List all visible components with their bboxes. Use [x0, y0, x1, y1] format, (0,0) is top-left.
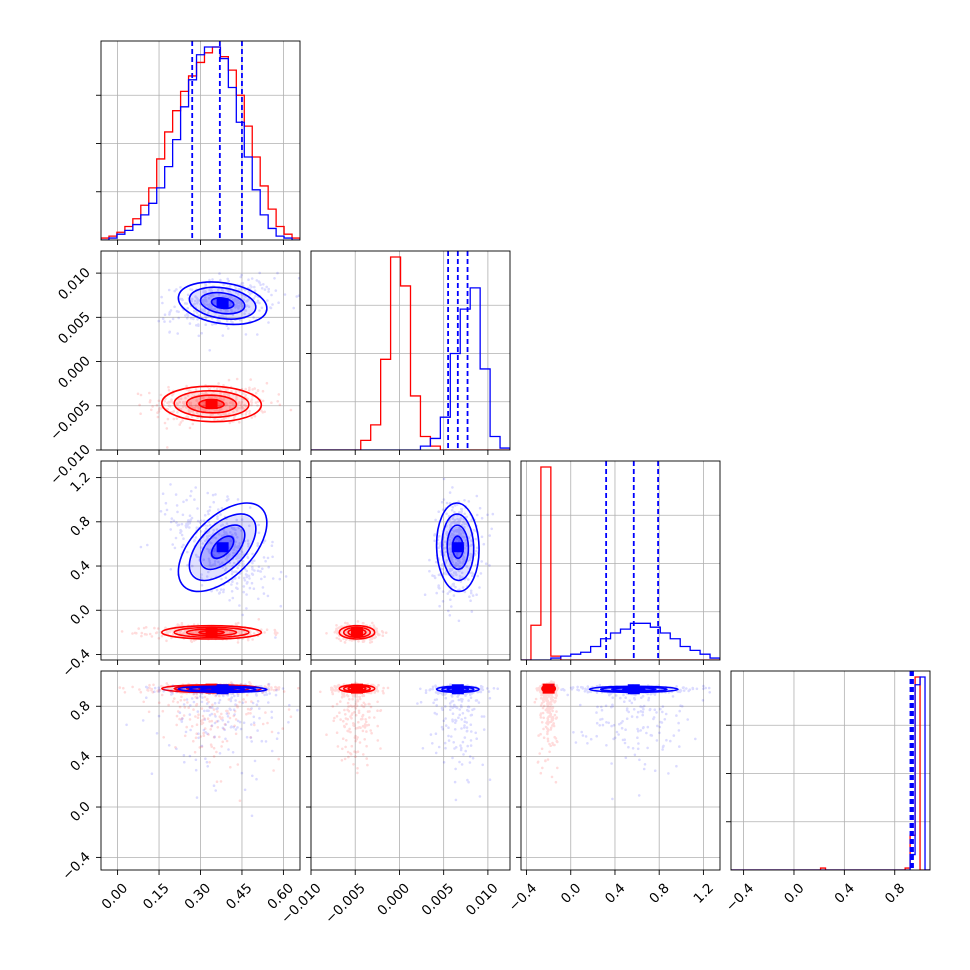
density-peak-red-3-2: [542, 683, 555, 694]
ytick-label-3-1: 0.0: [67, 799, 94, 826]
panel-frame-1-1: [310, 250, 511, 451]
ytick-label-3-0: −0.4: [59, 849, 93, 883]
contour-red-1-0-1: [185, 394, 238, 414]
scatter-red-3-0: [118, 681, 300, 802]
contour-blue-2-0-1: [199, 524, 246, 571]
ytick-label-3-2: 0.4: [67, 748, 94, 775]
panel-frame-3-1: [310, 670, 511, 871]
xtick-label-2-0: −0.4: [506, 880, 540, 914]
xtick-label-2-3: 0.8: [646, 880, 673, 907]
ytick-label-1-4: 0.010: [55, 265, 94, 304]
density-peak-blue-2-0: [216, 542, 229, 553]
panel-2-0: [96, 460, 301, 665]
scatter-red-3-2: [533, 680, 560, 784]
xtick-label-1-4: 0.010: [463, 880, 502, 919]
contour-blue-2-1-1: [446, 524, 470, 571]
density-peak-blue-3-1: [451, 684, 464, 695]
contour-red-1-0-3: [161, 385, 263, 423]
xtick-label-0-2: 0.30: [182, 880, 215, 913]
density-peak-red-3-1: [350, 683, 363, 694]
xtick-label-3-3: 0.8: [882, 880, 909, 907]
density-peak-blue-1-0: [216, 298, 229, 309]
panel-2-2: [516, 460, 721, 665]
hist-red-2: [521, 466, 720, 660]
hist-red-1: [311, 256, 510, 450]
xtick-label-1-1: −0.005: [322, 880, 369, 927]
panel-3-2: [516, 670, 721, 875]
panel-3-0: [96, 670, 301, 875]
panel-frame-2-2: [520, 460, 721, 661]
hist-red-3: [731, 676, 930, 870]
panel-3-1: [306, 670, 511, 875]
ytick-label-1-1: −0.005: [47, 397, 94, 444]
contour-blue-2-0-0: [210, 535, 235, 560]
density-peak-red-2-1: [350, 627, 363, 638]
xtick-label-1-3: 0.005: [419, 880, 458, 919]
corner-panels: [96, 40, 931, 875]
hist-blue-2: [521, 622, 720, 660]
ytick-label-2-3: 0.8: [67, 513, 94, 540]
contour-blue-1-0-2: [188, 286, 257, 320]
ytick-label-3-3: 0.8: [67, 698, 94, 725]
ytick-label-2-0: −0.4: [59, 646, 93, 680]
xtick-label-0-0: 0.00: [99, 880, 132, 913]
contour-blue-2-1-2: [441, 513, 475, 582]
hist-blue-1: [311, 287, 510, 450]
xtick-label-3-0: −0.4: [723, 880, 757, 914]
xtick-label-2-1: 0.0: [558, 880, 585, 907]
panel-0-0: [96, 40, 301, 245]
contour-red-1-0-2: [173, 389, 250, 419]
ytick-label-2-1: 0.0: [67, 602, 94, 629]
density-peak-red-1-0: [205, 399, 218, 410]
xtick-label-0-1: 0.15: [140, 880, 173, 913]
xtick-label-0-3: 0.45: [223, 880, 256, 913]
contour-blue-2-0-2: [188, 513, 257, 582]
panel-frame-3-2: [520, 670, 721, 871]
contour-red-2-0-3: [161, 624, 263, 640]
xtick-label-1-2: 0.000: [374, 880, 413, 919]
ytick-label-1-3: 0.005: [55, 309, 94, 348]
scatter-red-3-1: [319, 681, 390, 775]
panel-frame-2-1: [310, 460, 511, 661]
density-peak-blue-3-2: [627, 684, 640, 695]
panel-1-0: [96, 250, 301, 455]
xtick-label-2-4: 1.2: [691, 880, 718, 907]
xtick-label-3-2: 0.4: [831, 880, 858, 907]
contour-blue-1-0-0: [210, 297, 235, 310]
panel-1-1: [306, 250, 511, 455]
density-peak-blue-3-0: [216, 684, 229, 695]
ytick-label-1-2: 0.000: [55, 353, 94, 392]
hist-blue-0: [101, 46, 300, 240]
xtick-label-3-1: 0.0: [781, 880, 808, 907]
density-peak-blue-2-1: [451, 542, 464, 553]
panel-2-1: [306, 460, 511, 665]
contour-red-2-1-3: [338, 624, 376, 640]
xtick-label-2-2: 0.4: [602, 880, 629, 907]
tick-labels: 0.00 0.15 0.30 0.45 0.60−0.010−0.005 0.000 0.0…: [47, 265, 908, 927]
contour-blue-1-0-3: [177, 281, 268, 326]
panel-3-3: [726, 670, 931, 875]
contour-blue-1-0-1: [199, 291, 246, 315]
scatter-blue-3-1: [416, 683, 500, 802]
contour-blue-2-1-3: [435, 502, 480, 593]
hist-red-0: [101, 46, 300, 240]
scatter-blue-3-2: [550, 683, 712, 801]
panel-frame-3-3: [730, 670, 931, 871]
contour-blue-2-0-3: [177, 502, 268, 593]
ytick-label-2-2: 0.4: [67, 558, 94, 585]
density-peak-red-2-0: [205, 627, 218, 638]
